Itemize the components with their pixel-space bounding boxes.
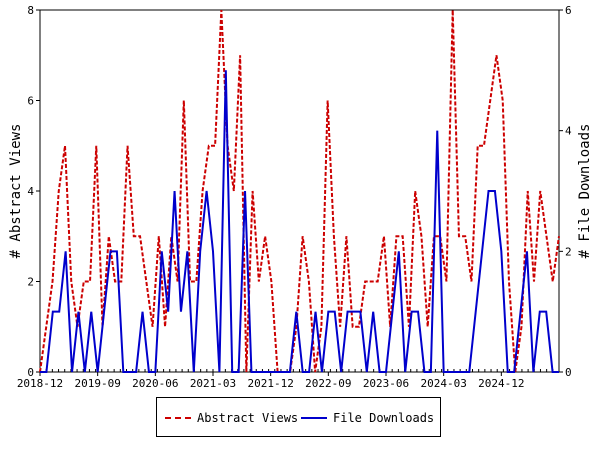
legend-item-abstract-views: Abstract Views [165,410,298,426]
x-tick-label: 2024-12 [478,377,524,390]
y-left-tick-label: 4 [27,185,34,198]
y-right-tick-label: 6 [565,4,572,17]
y-right-tick-label: 0 [565,366,572,379]
legend-label-file-downloads: File Downloads [333,411,435,425]
legend-swatch-abstract-views [165,417,191,419]
x-tick-label: 2018-12 [17,377,63,390]
y-left-tick-label: 2 [27,276,34,289]
x-tick-label: 2021-12 [247,377,293,390]
y-right-axis-ticks: 0 2 4 6 [559,4,572,379]
y-left-axis-ticks: 0 2 4 6 8 [27,4,40,379]
x-tick-label: 2022-09 [305,377,351,390]
legend-label-abstract-views: Abstract Views [197,411,299,425]
y-left-tick-label: 0 [27,366,34,379]
y-left-tick-label: 6 [27,95,34,108]
legend-item-file-downloads: File Downloads [301,410,434,426]
legend: Abstract Views File Downloads [156,397,441,437]
x-axis-ticks: 2018-12 2019-09 2020-06 2021-03 2021-12 2022-… [17,372,525,390]
y-left-tick-label: 8 [27,4,34,17]
x-tick-label: 2021-03 [190,377,236,390]
series-line-file-downloads [40,70,559,373]
y-right-tick-label: 2 [565,245,572,258]
legend-swatch-file-downloads [301,417,327,419]
y-right-tick-label: 4 [565,125,572,138]
series-line-abstract-views [39,9,560,373]
y-left-axis-title: # Abstract Views [8,124,24,259]
x-tick-label: 2020-06 [132,377,178,390]
x-tick-label: 2023-06 [363,377,409,390]
y-right-axis-title: # File Downloads [577,124,593,259]
x-tick-label: 2024-03 [420,377,466,390]
series-lines [39,9,560,373]
plot-frame [39,9,560,373]
x-tick-label: 2019-09 [74,377,120,390]
